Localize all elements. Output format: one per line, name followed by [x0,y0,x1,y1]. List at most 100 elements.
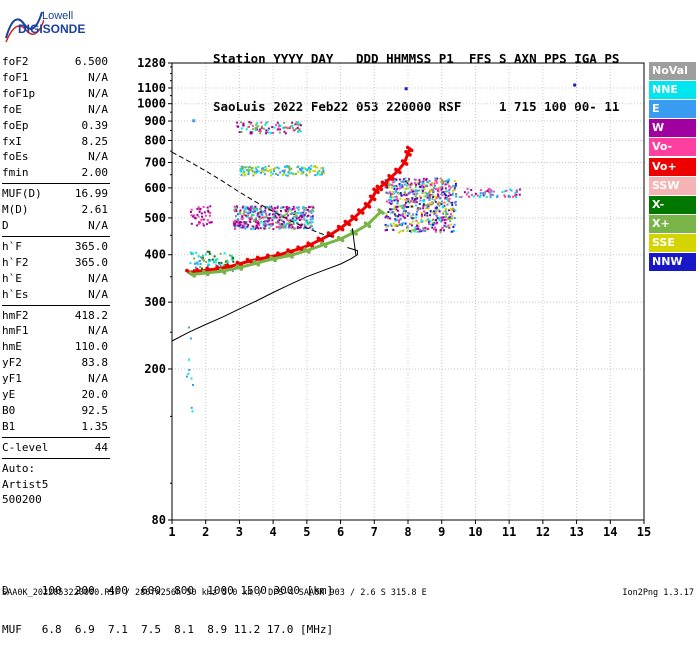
echo-point [320,167,323,170]
muf-table: D 100 200 400 600 800 1000 1500 3000 [km… [2,558,333,649]
echo-point [190,208,193,211]
echo-point [295,206,298,209]
echo-point [384,229,387,232]
echo-point [264,216,267,219]
echo-point [290,209,293,212]
echo-point [441,200,443,203]
echo-point [289,171,292,174]
echo-point [422,200,425,203]
param-label: hmF1 [2,324,29,338]
echo-point [192,214,195,217]
echo-point [231,270,234,273]
echo-point [422,229,425,232]
echo-point [412,193,415,195]
echo-point [309,168,312,171]
echo-point [398,221,400,224]
echo-point [245,214,248,217]
echo-point [267,206,270,209]
echo-point [251,205,254,208]
param-row: foF1 N/A [2,71,108,85]
echo-point [453,229,456,232]
echo-point [427,181,430,184]
echo-point [404,212,407,215]
y-tick-label: 700 [144,155,166,169]
echo-point [208,263,210,266]
header-line1: Station YYYY DAY DDD HHMMSS P1 FFS S AXN… [213,51,620,66]
echo-point [290,223,293,226]
echo-point [436,217,439,220]
echo-point [297,121,300,124]
echo-point [245,166,248,169]
echo-point [444,210,447,213]
echo-point [285,165,288,168]
echo-point [390,211,393,214]
param-label: foEs [2,150,29,164]
echo-point [431,211,433,214]
echo-point [270,168,273,171]
param-row: foF1p N/A [2,87,108,101]
echo-point [201,254,204,257]
echo-point [388,186,391,189]
echo-point [243,221,246,224]
echo-point [426,196,429,199]
echo-point [259,211,262,213]
echo-point [268,207,271,210]
echo-point [234,226,236,229]
echo-point [442,191,445,194]
echo-point [395,190,398,193]
echo-point [289,221,292,223]
echo-point [414,185,417,188]
echo-point [309,209,312,212]
echo-point [434,207,437,210]
param-value: 16.99 [74,187,108,201]
echo-point [291,121,294,124]
param-value: N/A [88,324,108,338]
echo-point [243,225,246,228]
logo-line1: Lowell [42,10,74,22]
echo-point [266,223,269,226]
echo-point [272,213,274,216]
echo-point [388,198,391,201]
echo-point [291,219,294,222]
echo-point [196,213,199,216]
echo-point [239,209,242,212]
echo-point [394,219,397,222]
echo-point [252,174,255,177]
echo-point [489,196,492,199]
echo-point [505,189,508,192]
param-label: fmin [2,166,29,180]
echo-point [463,191,466,194]
echo-point [274,212,276,215]
param-value: 0.39 [81,118,109,132]
echo-point [485,196,488,198]
echo-point [426,214,429,217]
echo-cluster-f-mid [239,165,326,177]
param-label: foE [2,102,22,116]
echo-point [203,211,206,214]
echo-point [415,193,418,196]
echo-point [310,221,313,224]
echo-point [323,172,326,175]
echo-point [271,207,274,210]
echo-point [285,206,288,208]
echo-point [439,181,442,183]
echo-point [414,198,417,201]
echo-point [238,212,241,215]
echo-point [408,230,411,232]
echo-point [266,205,268,208]
echo-point [299,212,302,215]
echo-point [190,251,193,254]
echo-point [443,193,446,196]
echo-point [433,182,436,185]
echo-point [410,231,413,233]
echo-point [233,208,236,211]
echo-point [232,260,235,263]
echo-point [202,206,205,208]
echo-point [436,193,439,196]
echo-point [242,170,245,173]
echo-point [282,224,285,227]
echo-point [304,225,307,228]
echo-point [272,168,275,171]
echo-point [271,216,274,219]
echo-point [254,127,257,129]
